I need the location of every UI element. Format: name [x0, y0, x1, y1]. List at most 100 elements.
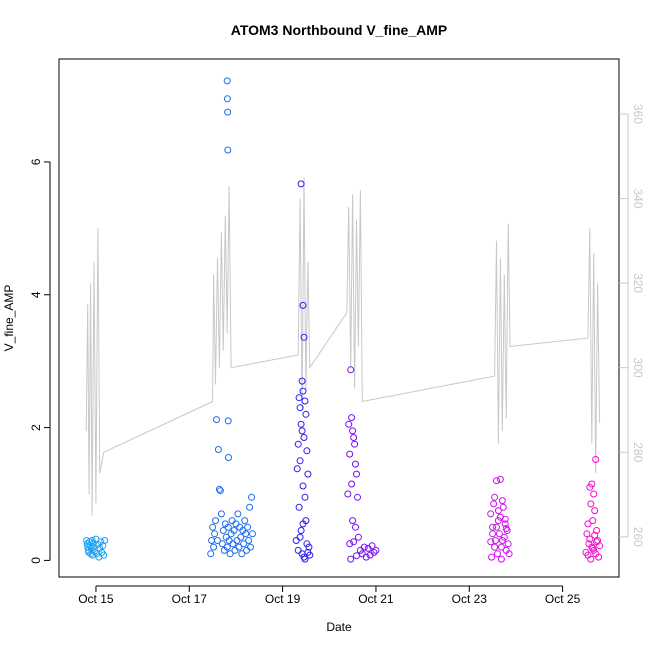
- data-point: [354, 533, 362, 541]
- data-point: [303, 447, 311, 455]
- left-tick-label: 0: [29, 557, 43, 564]
- data-point: [249, 530, 256, 538]
- left-axis: 0 2 4 6: [29, 158, 51, 564]
- data-point: [211, 530, 219, 538]
- data-point: [593, 538, 601, 546]
- data-point: [350, 434, 358, 441]
- secondary-line-layer: [85, 177, 601, 516]
- data-point: [304, 470, 312, 478]
- data-point: [297, 180, 305, 188]
- data-point: [487, 538, 495, 546]
- data-point: [223, 95, 231, 103]
- data-point: [586, 483, 594, 491]
- data-point: [209, 523, 217, 531]
- data-point: [217, 510, 225, 518]
- data-point: [490, 500, 498, 508]
- data-point: [246, 503, 254, 511]
- data-point: [362, 553, 370, 561]
- right-tick-label: 280: [631, 442, 645, 462]
- data-point: [97, 538, 105, 546]
- data-point: [224, 146, 232, 154]
- data-point: [590, 490, 598, 498]
- data-point: [295, 394, 303, 402]
- y-axis-label: V_fine_AMP: [2, 285, 16, 352]
- data-point: [370, 548, 378, 556]
- data-point: [297, 420, 305, 428]
- data-point: [241, 517, 249, 525]
- data-point: [218, 540, 226, 548]
- data-point: [353, 552, 360, 560]
- data-point: [499, 503, 507, 511]
- series-group: [83, 535, 109, 561]
- data-point: [345, 420, 353, 428]
- data-point: [242, 530, 250, 538]
- data-point: [294, 440, 302, 448]
- data-point: [589, 544, 597, 552]
- data-point: [234, 510, 242, 518]
- data-point: [587, 555, 595, 563]
- data-point: [346, 450, 354, 458]
- data-point: [488, 553, 496, 561]
- bottom-tick-label: Oct 23: [452, 592, 488, 606]
- data-point: [494, 517, 502, 525]
- data-point: [298, 377, 306, 385]
- data-point: [302, 410, 310, 418]
- data-point: [372, 546, 380, 554]
- data-point: [214, 537, 221, 544]
- data-point: [489, 523, 497, 531]
- data-point: [493, 477, 500, 485]
- data-point: [223, 543, 231, 551]
- data-point: [492, 537, 499, 544]
- data-point: [235, 543, 243, 551]
- data-point: [346, 540, 354, 548]
- data-point: [247, 543, 254, 551]
- data-point: [240, 540, 248, 548]
- data-point: [494, 507, 502, 515]
- bottom-axis: Oct 15 Oct 17 Oct 19 Oct 21 Oct 23 Oct 25: [78, 585, 581, 606]
- data-point: [301, 493, 309, 501]
- data-point: [494, 550, 501, 558]
- data-point: [226, 550, 234, 558]
- data-point: [491, 493, 499, 501]
- data-point: [300, 434, 308, 441]
- data-point: [299, 482, 307, 490]
- data-point: [214, 446, 222, 453]
- data-point: [293, 465, 301, 473]
- data-point: [100, 551, 108, 559]
- data-point: [219, 527, 227, 534]
- data-point: [491, 543, 499, 551]
- data-point: [497, 555, 505, 563]
- bottom-tick-label: Oct 15: [78, 592, 114, 606]
- left-tick-label: 4: [29, 291, 43, 298]
- data-point: [353, 470, 360, 478]
- data-point: [344, 490, 352, 498]
- data-point: [368, 542, 376, 550]
- series-group: [582, 456, 604, 563]
- data-point: [583, 530, 591, 538]
- bottom-tick-label: Oct 17: [172, 592, 208, 606]
- data-point: [210, 543, 218, 551]
- data-point: [487, 510, 495, 518]
- right-tick-label: 320: [631, 273, 645, 293]
- series-group: [344, 366, 380, 563]
- data-point: [300, 333, 308, 341]
- right-tick-label: 300: [631, 358, 645, 378]
- data-point: [587, 500, 595, 508]
- data-point: [224, 523, 232, 531]
- data-point: [248, 493, 255, 501]
- data-point: [245, 537, 253, 544]
- data-point: [360, 543, 368, 551]
- data-point: [501, 520, 509, 528]
- data-point: [349, 427, 357, 435]
- data-point: [101, 537, 109, 544]
- data-point: [589, 517, 597, 525]
- data-point: [299, 301, 307, 309]
- data-point: [213, 416, 220, 424]
- data-point: [230, 527, 238, 534]
- data-point: [224, 417, 232, 425]
- data-point: [498, 497, 506, 505]
- points-layer: [83, 77, 604, 563]
- data-point: [215, 485, 223, 493]
- left-tick-label: 6: [29, 158, 43, 165]
- data-point: [352, 460, 359, 468]
